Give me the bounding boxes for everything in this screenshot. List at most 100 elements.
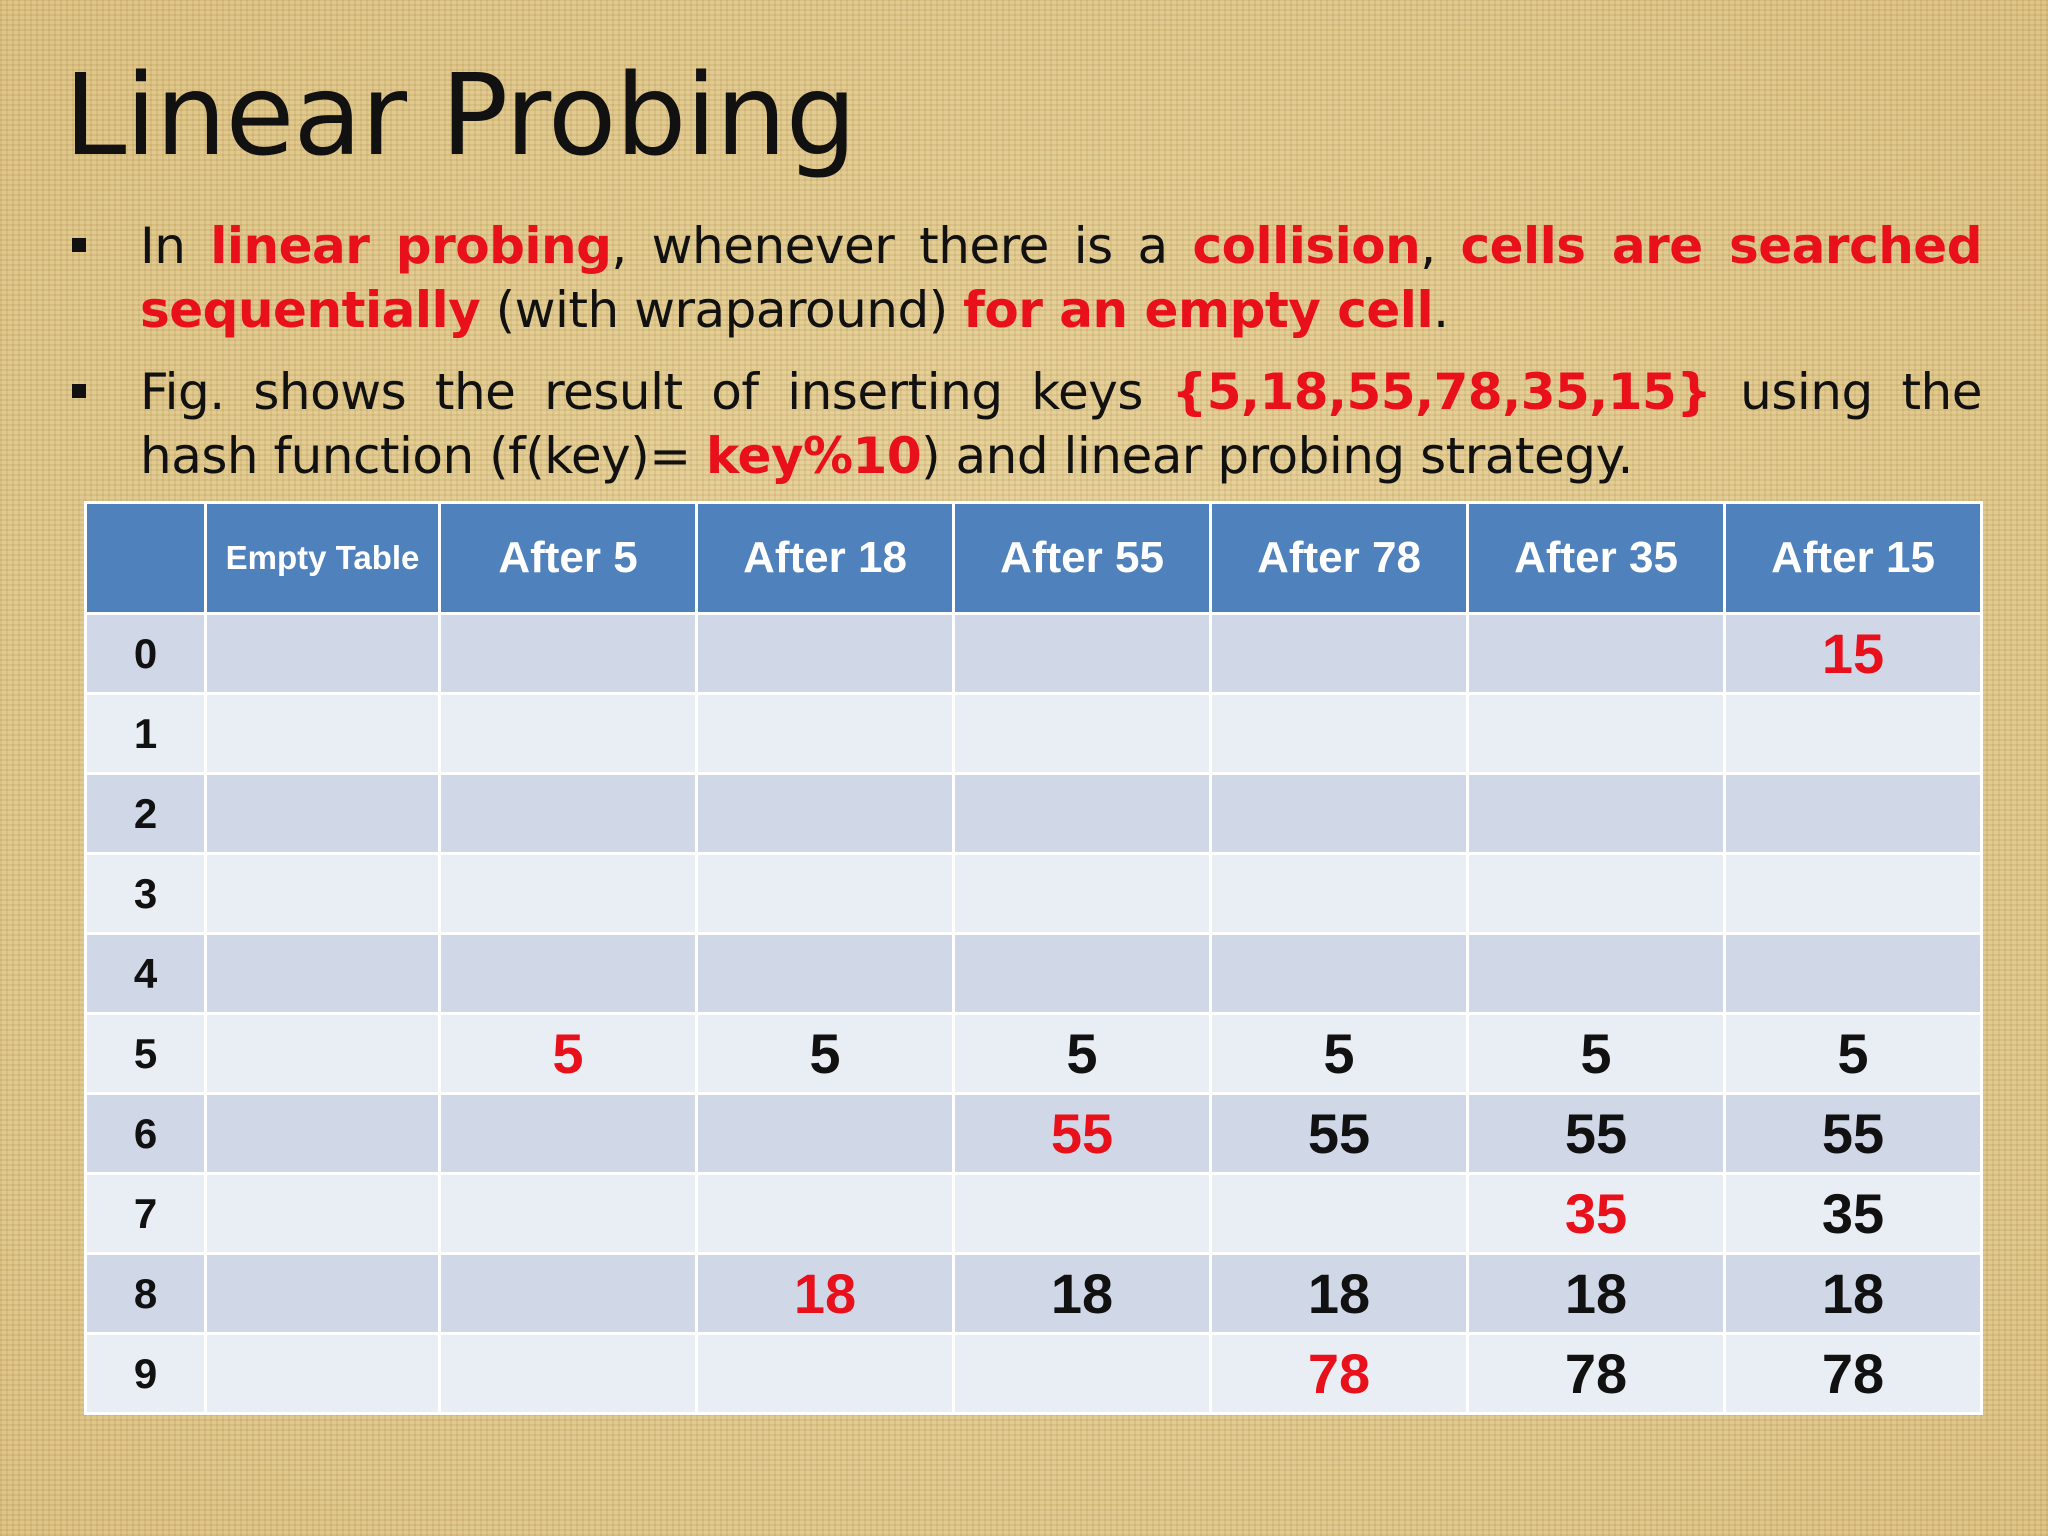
table-cell bbox=[1466, 692, 1726, 775]
table-cell bbox=[438, 852, 698, 935]
table-cell: 55 bbox=[1466, 1092, 1726, 1175]
text-segment: (with wraparound) bbox=[480, 281, 964, 339]
table-cell bbox=[1466, 932, 1726, 1015]
bullet-item-1: In linear probing, whenever there is a c… bbox=[64, 214, 1983, 342]
table-cell: 78 bbox=[1723, 1332, 1983, 1415]
table-cell: 78 bbox=[1466, 1332, 1726, 1415]
header-after-5: After 5 bbox=[438, 501, 698, 615]
table-cell bbox=[1209, 1172, 1469, 1255]
bullet-item-2: Fig. shows the result of inserting keys … bbox=[64, 360, 1983, 488]
table-cell bbox=[1723, 852, 1983, 935]
table-cell bbox=[1209, 852, 1469, 935]
table-cell: 55 bbox=[952, 1092, 1212, 1175]
table-cell: 18 bbox=[1466, 1252, 1726, 1335]
table-cell: 15 bbox=[1723, 612, 1983, 695]
table-row: 2 bbox=[84, 772, 1983, 855]
row-index: 2 bbox=[84, 772, 207, 855]
table-row: 8 18 18 18 18 18 bbox=[84, 1252, 1983, 1335]
table-cell: 5 bbox=[695, 1012, 955, 1095]
table-cell bbox=[952, 932, 1212, 1015]
table-row: 7 35 35 bbox=[84, 1172, 1983, 1255]
table-cell bbox=[1209, 612, 1469, 695]
table-cell bbox=[952, 1332, 1212, 1415]
table-header-row: Empty Table After 5 After 18 After 55 Af… bbox=[84, 501, 1983, 615]
table-cell bbox=[438, 692, 698, 775]
table-cell: 5 bbox=[1723, 1012, 1983, 1095]
row-index: 9 bbox=[84, 1332, 207, 1415]
table-cell bbox=[1209, 932, 1469, 1015]
table-cell: 18 bbox=[1209, 1252, 1469, 1335]
table-cell bbox=[204, 1252, 441, 1335]
table-cell bbox=[695, 772, 955, 855]
table-cell: 5 bbox=[1466, 1012, 1726, 1095]
table-cell bbox=[438, 1252, 698, 1335]
table-cell bbox=[438, 612, 698, 695]
highlight-searched-sequentially: cells are searched sequentially bbox=[140, 217, 1983, 339]
table-cell bbox=[952, 612, 1212, 695]
table-cell bbox=[952, 852, 1212, 935]
table-cell bbox=[204, 612, 441, 695]
table-cell bbox=[204, 1332, 441, 1415]
header-after-55: After 55 bbox=[952, 501, 1212, 615]
table-cell bbox=[695, 852, 955, 935]
text-segment: using the hash function (f(key)= bbox=[140, 363, 1983, 485]
table-cell bbox=[952, 692, 1212, 775]
table-cell bbox=[1723, 772, 1983, 855]
highlight-collision: collision bbox=[1192, 217, 1421, 275]
table-cell bbox=[952, 772, 1212, 855]
header-after-78: After 78 bbox=[1209, 501, 1469, 615]
table-cell bbox=[204, 1172, 441, 1255]
hash-table-figure: Empty Table After 5 After 18 After 55 Af… bbox=[84, 501, 1983, 1415]
table-row: 3 bbox=[84, 852, 1983, 935]
header-empty-table: Empty Table bbox=[204, 501, 441, 615]
table-cell: 78 bbox=[1209, 1332, 1469, 1415]
bullet-list: In linear probing, whenever there is a c… bbox=[64, 214, 1983, 506]
table-cell bbox=[438, 1172, 698, 1255]
table-cell: 35 bbox=[1466, 1172, 1726, 1255]
table-cell: 5 bbox=[1209, 1012, 1469, 1095]
row-index: 4 bbox=[84, 932, 207, 1015]
table-cell bbox=[695, 1092, 955, 1175]
table-row: 4 bbox=[84, 932, 1983, 1015]
table-cell: 5 bbox=[438, 1012, 698, 1095]
table-cell bbox=[1466, 852, 1726, 935]
table-row: 1 bbox=[84, 692, 1983, 775]
row-index: 0 bbox=[84, 612, 207, 695]
header-index bbox=[84, 501, 207, 615]
table-cell: 18 bbox=[952, 1252, 1212, 1335]
highlight-hash-function: key%10 bbox=[706, 427, 922, 485]
table-cell: 5 bbox=[952, 1012, 1212, 1095]
table-cell bbox=[204, 932, 441, 1015]
bullet-text-2: Fig. shows the result of inserting keys … bbox=[140, 360, 1983, 488]
bullet-text-1: In linear probing, whenever there is a c… bbox=[140, 214, 1983, 342]
square-bullet-icon bbox=[72, 238, 86, 252]
table-body: 0 15 1 2 3 4 5 5 5 5 5 5 5 6 55 55 55 55 7 35 35 8 18 18 18 18 18 9… bbox=[84, 612, 1983, 1415]
table-cell: 55 bbox=[1209, 1092, 1469, 1175]
table-cell: 18 bbox=[1723, 1252, 1983, 1335]
table-cell bbox=[1723, 692, 1983, 775]
table-cell: 55 bbox=[1723, 1092, 1983, 1175]
table-cell bbox=[1723, 932, 1983, 1015]
table-cell bbox=[438, 1092, 698, 1175]
table-cell bbox=[695, 1172, 955, 1255]
row-index: 1 bbox=[84, 692, 207, 775]
highlight-empty-cell: for an empty cell bbox=[963, 281, 1434, 339]
table-cell bbox=[952, 1172, 1212, 1255]
row-index: 3 bbox=[84, 852, 207, 935]
square-bullet-icon bbox=[72, 384, 86, 398]
header-after-18: After 18 bbox=[695, 501, 955, 615]
table-cell bbox=[438, 772, 698, 855]
table-cell bbox=[1209, 692, 1469, 775]
table-row: 6 55 55 55 55 bbox=[84, 1092, 1983, 1175]
table-cell bbox=[695, 692, 955, 775]
text-segment: , whenever there is a bbox=[611, 217, 1193, 275]
text-segment: , bbox=[1420, 217, 1461, 275]
highlight-linear-probing: linear probing bbox=[210, 217, 612, 275]
table-cell: 18 bbox=[695, 1252, 955, 1335]
table-cell bbox=[1466, 612, 1726, 695]
row-index: 6 bbox=[84, 1092, 207, 1175]
slide-title: Linear Probing bbox=[64, 51, 857, 181]
table-cell: 35 bbox=[1723, 1172, 1983, 1255]
table-cell bbox=[204, 1012, 441, 1095]
